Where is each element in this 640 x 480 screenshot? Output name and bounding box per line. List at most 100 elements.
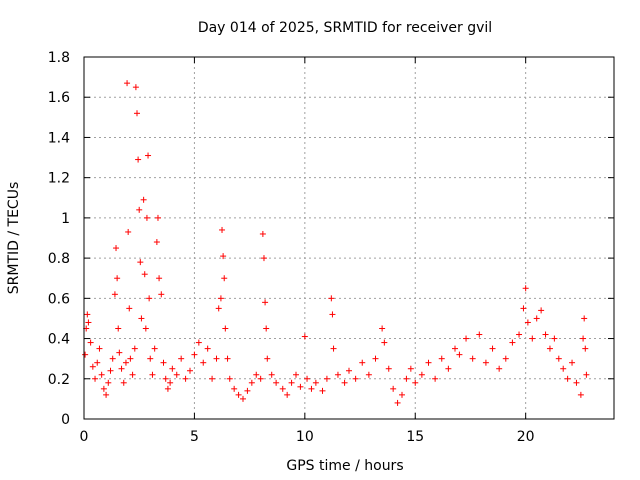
data-point [191, 351, 198, 358]
data-point [399, 391, 405, 398]
data-point [581, 315, 588, 322]
data-point [312, 379, 319, 386]
data-point [149, 371, 156, 378]
data-point [147, 355, 154, 362]
data-point [284, 391, 291, 398]
data-point [136, 206, 143, 213]
data-point [456, 351, 463, 358]
data-point [253, 371, 260, 378]
data-point [502, 355, 509, 362]
data-point [330, 345, 337, 352]
data-point [158, 291, 165, 298]
data-point [138, 315, 145, 322]
data-point [583, 371, 590, 378]
data-point [520, 305, 527, 312]
x-axis-label: GPS time / hours [286, 458, 403, 474]
data-point [301, 333, 308, 340]
data-point [105, 379, 112, 386]
data-point [438, 355, 445, 362]
data-point [346, 367, 352, 374]
data-point [226, 375, 233, 382]
data-point [96, 345, 103, 352]
data-point [213, 355, 220, 362]
y-tick-label: 1.6 [48, 90, 70, 106]
data-point [220, 253, 227, 260]
y-tick-label: 1 [61, 211, 70, 227]
data-point [103, 391, 110, 398]
data-point [308, 385, 315, 392]
data-point [127, 355, 134, 362]
data-point [151, 345, 158, 352]
data-point [145, 152, 152, 159]
data-point [115, 325, 122, 332]
data-point [542, 331, 549, 338]
data-point [257, 375, 264, 382]
plot-frame [83, 56, 615, 420]
data-point [89, 363, 96, 370]
data-point [209, 375, 216, 382]
data-point [153, 239, 160, 246]
data-point [412, 379, 419, 386]
data-point [524, 319, 531, 326]
data-point [288, 379, 295, 386]
data-point [222, 325, 229, 332]
y-tick-label: 1.2 [48, 171, 70, 187]
data-point [82, 351, 89, 358]
data-point [167, 379, 174, 386]
data-point [323, 375, 330, 382]
y-tick-label: 0.6 [48, 291, 70, 307]
data-point [107, 367, 114, 374]
data-point [135, 156, 142, 163]
data-point [268, 371, 275, 378]
y-tick-label: 0.8 [48, 251, 70, 267]
data-point [122, 359, 129, 366]
data-point [328, 295, 335, 302]
data-point [476, 331, 483, 338]
x-tick-label: 0 [80, 429, 89, 445]
data-point [522, 285, 529, 292]
data-point [113, 245, 120, 252]
x-tick-label: 5 [190, 429, 199, 445]
data-point [240, 395, 246, 402]
data-point [546, 345, 553, 352]
data-point [425, 359, 432, 366]
data-point [352, 375, 359, 382]
x-tick-label: 20 [517, 429, 535, 445]
data-point [84, 311, 91, 318]
data-point [109, 355, 116, 362]
data-point [381, 339, 388, 346]
data-point [580, 335, 587, 342]
data-point [452, 345, 458, 352]
data-point [126, 305, 133, 312]
data-point [120, 379, 127, 386]
data-point [160, 359, 167, 366]
data-point [463, 335, 470, 342]
data-point [379, 325, 386, 332]
tick-labels: 0 0.2 0.4 0.6 0.8 1 1.2 1.4 1.6 1.8 0 5 10 15 20 [48, 50, 535, 445]
data-point [129, 371, 136, 378]
data-point [231, 385, 238, 392]
x-tick-label: 10 [296, 429, 314, 445]
data-point [219, 226, 226, 233]
grid [84, 57, 614, 419]
data-point [162, 375, 169, 382]
data-point [394, 399, 401, 406]
data-point [125, 228, 132, 235]
data-point [154, 214, 161, 221]
data-point [341, 379, 348, 386]
data-point [195, 339, 202, 346]
data-point [221, 275, 228, 282]
data-point [329, 311, 336, 318]
data-point [164, 385, 171, 392]
data-point [94, 359, 101, 366]
data-point [131, 345, 138, 352]
data-point [418, 371, 425, 378]
data-point [169, 365, 176, 372]
data-point [134, 110, 140, 117]
data-point [87, 339, 94, 346]
y-tick-label: 0.2 [48, 372, 70, 388]
x-tick-label: 15 [406, 429, 424, 445]
data-point [137, 259, 144, 266]
data-point [132, 84, 139, 91]
